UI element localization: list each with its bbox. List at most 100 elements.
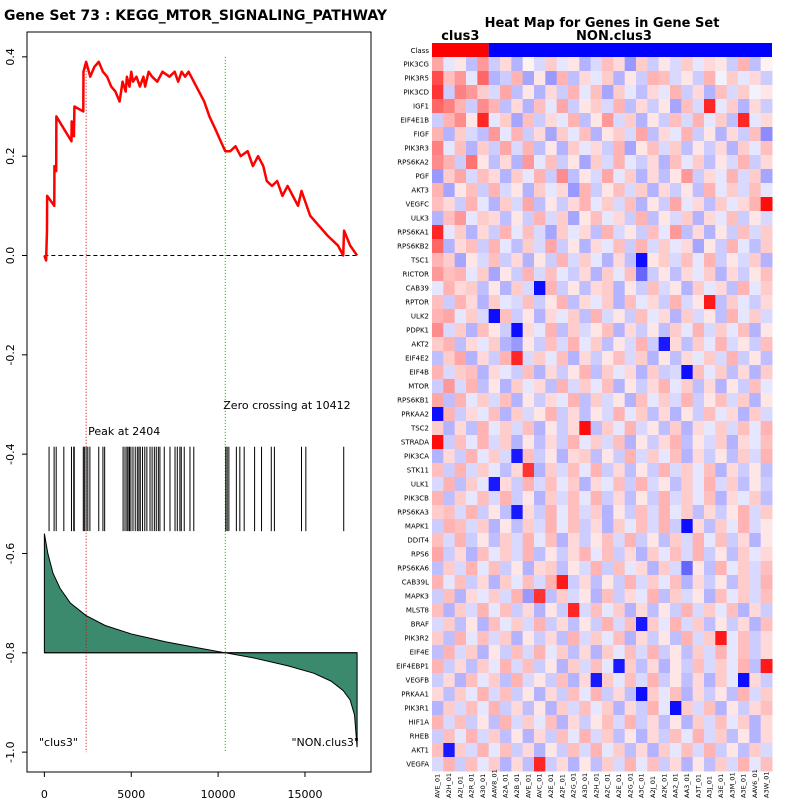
heatmap-cell	[579, 309, 592, 324]
heatmap-cell	[511, 351, 524, 366]
heatmap-cell	[443, 365, 456, 380]
heatmap-cell	[590, 449, 603, 464]
heatmap-cell	[477, 393, 490, 408]
heatmap-cell	[704, 323, 716, 338]
heatmap-cell	[704, 519, 716, 534]
heatmap-cell	[500, 701, 512, 716]
heatmap-cell	[568, 603, 580, 618]
heatmap-cell	[726, 477, 739, 492]
heatmap-cell	[670, 491, 682, 506]
heatmap-cell	[658, 561, 671, 576]
heatmap-cell	[704, 673, 716, 688]
heatmap-cell	[466, 141, 478, 156]
heatmap-cell	[670, 589, 682, 604]
heatmap-cell	[749, 757, 762, 772]
heatmap-cell	[511, 547, 524, 562]
heatmap-cell	[443, 337, 456, 352]
heatmap-cell	[545, 141, 558, 156]
heatmap-cell	[658, 617, 671, 632]
heatmap-cell	[432, 673, 444, 688]
heatmap-cell	[681, 141, 694, 156]
sample-label: A2J_01	[649, 776, 657, 798]
heatmap-cell	[579, 155, 592, 170]
heatmap-cell	[647, 323, 660, 338]
heatmap-cell	[466, 701, 478, 716]
heatmap-cell	[545, 589, 558, 604]
heatmap-cell	[613, 183, 626, 198]
heatmap-cell	[556, 253, 569, 268]
heatmap-cell	[568, 365, 580, 380]
heatmap-cell	[500, 197, 512, 212]
heatmap-cell	[749, 57, 762, 72]
heatmap-cell	[670, 477, 682, 492]
heatmap-cell	[704, 617, 716, 632]
heatmap-cell	[658, 323, 671, 338]
heatmap-cell	[726, 253, 739, 268]
gene-label: RHEB	[410, 733, 430, 741]
heatmap-cell	[613, 295, 626, 310]
heatmap-cell	[545, 295, 558, 310]
heatmap-cell	[556, 365, 569, 380]
heatmap-cell	[738, 281, 750, 296]
heatmap-cell	[760, 309, 773, 324]
heatmap-cell	[704, 127, 716, 142]
heatmap-cell	[568, 757, 580, 772]
heatmap-cell	[443, 155, 456, 170]
heatmap-cell	[602, 729, 614, 744]
heatmap-cell	[681, 127, 694, 142]
heatmap-cell	[670, 673, 682, 688]
heatmap-cell	[590, 85, 603, 100]
heatmap-cell	[670, 645, 682, 660]
heatmap-cell	[522, 421, 535, 436]
heatmap-cell	[534, 85, 546, 100]
heatmap-cell	[534, 659, 546, 674]
heatmap-cell	[681, 547, 694, 562]
heatmap-cell	[432, 687, 444, 702]
heatmap-cell	[613, 505, 626, 520]
heatmap-cell	[454, 463, 467, 478]
heatmap-cell	[432, 309, 444, 324]
heatmap-cell	[511, 561, 524, 576]
heatmap-cell	[749, 309, 762, 324]
heatmap-cell	[556, 673, 569, 688]
heatmap-cell	[704, 281, 716, 296]
heatmap-cell	[443, 603, 456, 618]
heatmap-cell	[568, 197, 580, 212]
heatmap-cell	[432, 155, 444, 170]
heatmap-cell	[670, 687, 682, 702]
heatmap-cell	[477, 253, 490, 268]
heatmap-cell	[624, 407, 637, 422]
heatmap-cell	[454, 379, 467, 394]
heatmap-cell	[511, 169, 524, 184]
heatmap-cell	[726, 127, 739, 142]
heatmap-cell	[534, 113, 546, 128]
heatmap-cell	[715, 71, 728, 86]
gene-label: PIK3R5	[404, 75, 429, 83]
heatmap-cell	[556, 407, 569, 422]
heatmap-cell	[670, 379, 682, 394]
heatmap-cell	[624, 127, 637, 142]
gene-label: MAPK1	[405, 523, 429, 531]
heatmap-cell	[590, 337, 603, 352]
heatmap-cell	[511, 701, 524, 716]
heatmap-cell	[590, 687, 603, 702]
heatmap-cell	[602, 715, 614, 730]
heatmap-cell	[488, 155, 501, 170]
heatmap-cell	[477, 449, 490, 464]
heatmap-cell	[466, 757, 478, 772]
heatmap-cell	[647, 757, 660, 772]
x-tick-label: 5000	[117, 788, 145, 800]
heatmap-cell	[647, 267, 660, 282]
heatmap-cell	[647, 281, 660, 296]
heatmap-cell	[738, 337, 750, 352]
heatmap-cell	[590, 393, 603, 408]
x-tick-label: 0	[41, 788, 48, 800]
heatmap-cell	[738, 155, 750, 170]
heatmap-cell	[636, 561, 648, 576]
heatmap-cell	[545, 211, 558, 226]
heatmap-cell	[443, 449, 456, 464]
heatmap-cell	[613, 365, 626, 380]
heatmap-cell	[568, 743, 580, 758]
heatmap-cell	[454, 169, 467, 184]
heatmap-cell	[579, 659, 592, 674]
